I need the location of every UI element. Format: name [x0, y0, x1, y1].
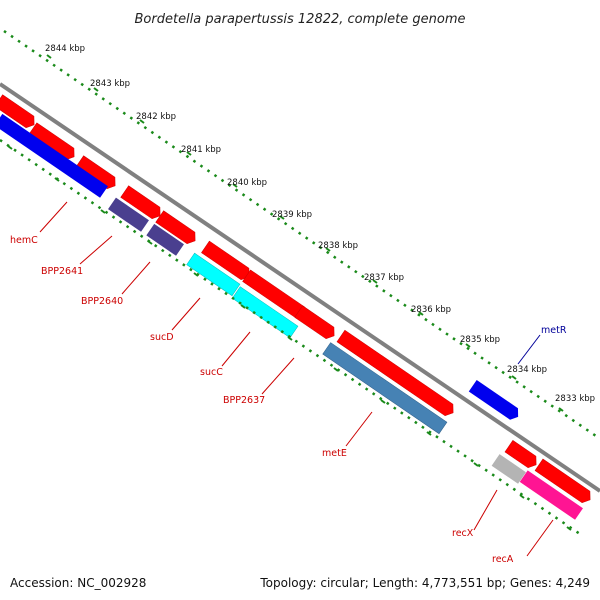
leader-hemC [39, 201, 68, 233]
inner-ticks [7, 145, 572, 531]
scale-label-2843: 2843 kbp [90, 79, 130, 89]
label-BPP2637: BPP2637 [223, 395, 265, 406]
gene-BPP2641 [108, 197, 149, 232]
gene-metR [468, 379, 519, 420]
gene-BPP2640 [146, 223, 184, 256]
label-BPP2640: BPP2640 [81, 296, 123, 307]
map-title: Bordetella parapertussis 12822, complete… [135, 12, 466, 27]
label-metE: metE [322, 448, 347, 459]
accession-text: Accession: NC_002928 [10, 576, 146, 590]
label-hemC: hemC [10, 235, 38, 246]
scale-tick-2837: 2837 kbp [364, 273, 404, 284]
leader-BPP2641 [79, 235, 113, 265]
leader-metE [345, 411, 373, 447]
scale-label-2836: 2836 kbp [411, 305, 451, 315]
gene-metE [322, 342, 448, 435]
leader-sucC [221, 331, 251, 367]
leader-recA [526, 519, 554, 557]
label-BPP2641: BPP2641 [41, 266, 83, 277]
scale-tick-2838: 2838 kbp [318, 241, 358, 252]
outer-scale-track [3, 29, 597, 438]
leader-BPP2637 [261, 357, 295, 395]
scale-label-2833: 2833 kbp [555, 394, 595, 404]
leader-BPP2640 [121, 261, 151, 295]
leader-metR [517, 334, 541, 365]
label-sucC: sucC [200, 367, 223, 378]
scale-tick-2842: 2842 kbp [136, 112, 176, 124]
scale-label-2835: 2835 kbp [460, 335, 500, 345]
scale-tick-2843: 2843 kbp [90, 79, 130, 92]
label-recA: recA [492, 554, 514, 565]
cds-forward-10 [504, 440, 537, 469]
gene-recA [519, 470, 583, 520]
label-sucD: sucD [150, 332, 174, 343]
scale-tick-2833: 2833 kbp [555, 394, 595, 412]
label-recX: recX [452, 528, 474, 539]
scale-label-2841: 2841 kbp [181, 145, 221, 155]
cds-forward-9 [336, 329, 454, 417]
scale-tick-2836: 2836 kbp [411, 305, 451, 316]
leader-sucD [171, 297, 201, 331]
scale-label-2838: 2838 kbp [318, 241, 358, 251]
label-metR: metR [541, 325, 567, 336]
leader-recX [473, 489, 498, 531]
cds-forward-11 [534, 458, 591, 504]
genome-backbone [0, 82, 600, 493]
gene-recX [491, 454, 526, 484]
inner-scale-track [0, 138, 581, 536]
scale-tick-2835: 2835 kbp [460, 335, 500, 348]
scale-label-2840: 2840 kbp [227, 178, 267, 188]
scale-tick-2841: 2841 kbp [181, 145, 221, 156]
scale-label-2842: 2842 kbp [136, 112, 176, 122]
scale-label-2839: 2839 kbp [272, 210, 312, 220]
gene-sucD [186, 252, 241, 297]
scale-label-2844: 2844 kbp [45, 44, 85, 54]
scale-label-2837: 2837 kbp [364, 273, 404, 283]
gene-hemC [0, 113, 108, 198]
scale-tick-2839: 2839 kbp [272, 210, 312, 220]
topology-text: Topology: circular; Length: 4,773,551 bp… [259, 576, 590, 590]
scale-label-2834: 2834 kbp [507, 365, 547, 375]
scale-tick-2840: 2840 kbp [227, 178, 267, 188]
scale-tick-2834: 2834 kbp [507, 365, 547, 380]
scale-tick-2844: 2844 kbp [45, 44, 85, 59]
